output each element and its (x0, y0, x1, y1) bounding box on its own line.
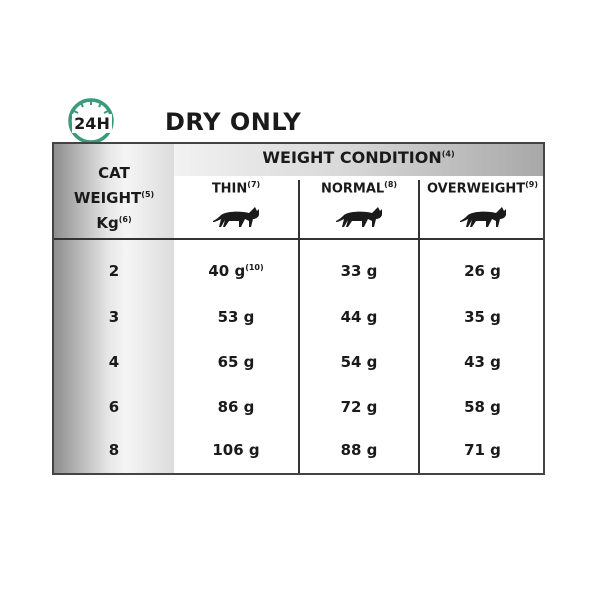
cat-weight-cell: 4 (108, 353, 120, 371)
weight-condition-header: WEIGHT CONDITION(4) (262, 148, 455, 167)
header-line: Kg(6) (96, 214, 132, 232)
header-line: WEIGHT(5) (73, 189, 155, 207)
column-divider (418, 180, 420, 473)
column-header-thin: THIN(7) (211, 180, 261, 197)
clock-label: 24H (72, 114, 112, 133)
overweight-cat-icon (459, 207, 506, 227)
header-line: CAT (98, 164, 130, 182)
feeding-table: CAT WEIGHT(5) Kg(6) WEIGHT CONDITION(4) … (52, 142, 545, 475)
column-divider (298, 180, 300, 473)
ration-cell: 88 g (340, 441, 378, 459)
cat-weight-header: CAT WEIGHT(5) Kg(6) (54, 162, 174, 234)
column-header-normal: NORMAL(8) (320, 180, 398, 197)
normal-cat-icon (336, 207, 382, 227)
ration-cell: 44 g (340, 308, 378, 326)
ration-cell: 26 g (464, 262, 501, 280)
ration-cell: 58 g (464, 398, 501, 416)
thin-cat-icon (213, 207, 259, 227)
ration-cell: 54 g (340, 353, 378, 371)
ration-cell: 106 g (212, 441, 260, 459)
ration-cell: 72 g (340, 398, 378, 416)
ration-cell: 33 g (340, 262, 378, 280)
ration-cell: 40 g(10) (208, 262, 264, 280)
values-area (174, 176, 543, 473)
cat-weight-cell: 2 (108, 262, 120, 280)
page-title: DRY ONLY (165, 108, 302, 136)
header-divider (54, 238, 543, 240)
column-header-overweight: OVERWEIGHT(9) (426, 180, 539, 197)
cat-weight-cell: 8 (108, 441, 120, 459)
ration-cell: 65 g (217, 353, 255, 371)
ration-cell: 71 g (464, 441, 501, 459)
weight-column-bg (54, 144, 174, 473)
cat-weight-cell: 3 (108, 308, 120, 326)
cat-weight-cell: 6 (108, 398, 120, 416)
ration-cell: 86 g (217, 398, 255, 416)
ration-cell: 53 g (217, 308, 255, 326)
ration-cell: 35 g (464, 308, 501, 326)
ration-cell: 43 g (464, 353, 501, 371)
